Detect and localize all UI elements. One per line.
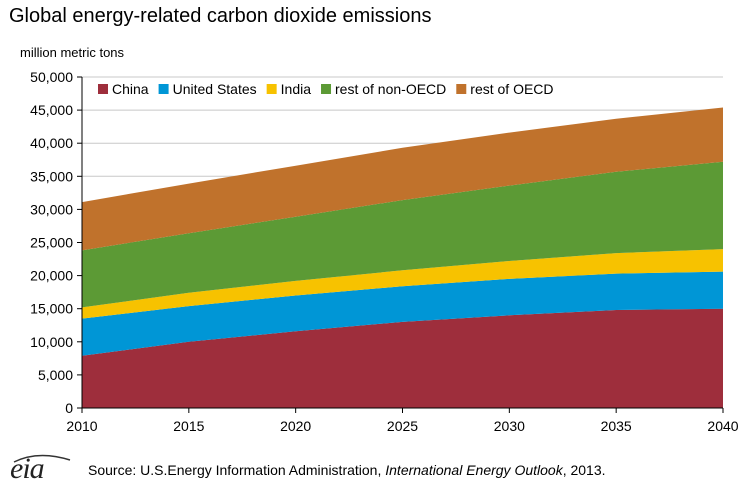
source-footer: eia Source: U.S.Energy Information Admin… <box>10 452 710 485</box>
x-tick-label: 2030 <box>494 418 525 434</box>
y-tick-label: 20,000 <box>30 268 73 284</box>
x-tick-label: 2025 <box>387 418 418 434</box>
legend-label-rest-of-non-oecd: rest of non-OECD <box>335 81 446 97</box>
legend-swatch-rest-of-non-oecd <box>321 84 332 94</box>
stacked-area-chart: 0 5,000 10,000 15,000 20,000 25,000 30,000 35,0… <box>30 69 739 434</box>
y-tick-label: 40,000 <box>30 135 73 151</box>
legend-label-united-states: United States <box>173 81 257 97</box>
area-rest-of-oecd <box>82 107 723 251</box>
x-tick-label: 2035 <box>601 418 632 434</box>
y-tick-label: 45,000 <box>30 102 73 118</box>
y-tick-label: 10,000 <box>30 334 73 350</box>
x-tick-label: 2015 <box>173 418 204 434</box>
area-series-group <box>82 107 723 408</box>
area-rest-of-non-oecd <box>82 161 723 308</box>
x-tick-label: 2010 <box>66 418 97 434</box>
chart-title: Global energy-related carbon dioxide emi… <box>9 5 432 27</box>
legend-swatch-united-states <box>158 84 169 94</box>
y-tick-label: 50,000 <box>30 69 73 85</box>
legend-label-rest-of-oecd: rest of OECD <box>470 81 553 97</box>
area-china <box>82 308 723 408</box>
y-tick-label: 30,000 <box>30 201 73 217</box>
legend-label-india: India <box>281 81 312 97</box>
legend-label-china: China <box>112 81 149 97</box>
source-citation: Source: U.S.Energy Information Administr… <box>88 462 606 478</box>
legend-swatch-india <box>266 84 277 94</box>
source-publication: International Energy Outlook <box>385 462 563 478</box>
axes: 0 5,000 10,000 15,000 20,000 25,000 30,000 35,0… <box>30 69 739 434</box>
eia-logo-arc <box>13 454 71 463</box>
y-tick-label: 15,000 <box>30 301 73 317</box>
x-tick-label: 2040 <box>707 418 738 434</box>
source-suffix: , 2013. <box>562 462 606 478</box>
y-tick-label: 25,000 <box>30 235 73 251</box>
eia-logo: eia <box>10 452 45 485</box>
y-tick-label: 35,000 <box>30 168 73 184</box>
legend-swatch-china <box>98 84 108 94</box>
y-axis-units-label: million metric tons <box>20 45 125 60</box>
area-india <box>82 249 723 319</box>
legend: China United States India rest of non-OECD r… <box>98 81 554 97</box>
area-united-states <box>82 271 723 356</box>
x-tick-label: 2020 <box>280 418 311 434</box>
legend-swatch-rest-of-oecd <box>456 84 467 94</box>
y-tick-label: 0 <box>65 400 73 416</box>
y-tick-label: 5,000 <box>38 367 73 383</box>
source-prefix: Source: U.S.Energy Information Administr… <box>88 462 386 478</box>
